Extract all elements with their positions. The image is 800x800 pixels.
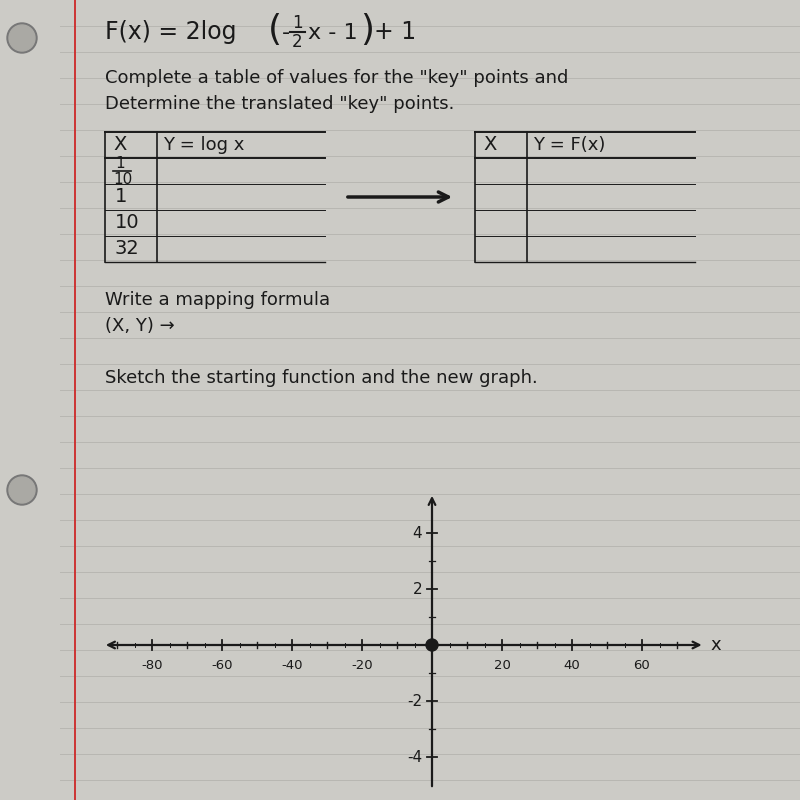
Text: -4: -4 <box>407 750 422 765</box>
Text: X: X <box>483 135 496 154</box>
Text: Y = log x: Y = log x <box>163 136 244 154</box>
Text: 1: 1 <box>115 187 127 206</box>
Text: (X, Y) →: (X, Y) → <box>105 317 174 335</box>
Text: -80: -80 <box>142 659 162 672</box>
Text: Sketch the starting function and the new graph.: Sketch the starting function and the new… <box>105 369 538 387</box>
Text: x - 1: x - 1 <box>308 23 358 43</box>
Text: 40: 40 <box>564 659 580 672</box>
Text: + 1: + 1 <box>374 20 416 44</box>
Text: Write a mapping formula: Write a mapping formula <box>105 291 330 309</box>
Circle shape <box>9 477 35 503</box>
Circle shape <box>7 475 37 505</box>
Text: ): ) <box>360 13 374 47</box>
Text: 1: 1 <box>292 14 302 32</box>
Text: Determine the translated "key" points.: Determine the translated "key" points. <box>105 95 454 113</box>
Text: 2: 2 <box>292 33 302 51</box>
Text: 10: 10 <box>113 171 132 186</box>
Text: 20: 20 <box>494 659 510 672</box>
Text: -60: -60 <box>211 659 233 672</box>
Text: -: - <box>282 23 290 43</box>
Circle shape <box>7 23 37 53</box>
Text: (: ( <box>268 13 282 47</box>
Text: x: x <box>710 636 721 654</box>
Text: 10: 10 <box>115 214 140 233</box>
Text: 32: 32 <box>115 239 140 258</box>
Text: -40: -40 <box>282 659 302 672</box>
Text: -2: -2 <box>407 694 422 709</box>
Text: Complete a table of values for the "key" points and: Complete a table of values for the "key"… <box>105 69 568 87</box>
Text: Y = F(x): Y = F(x) <box>533 136 606 154</box>
Circle shape <box>9 25 35 51</box>
Text: 1: 1 <box>115 157 125 171</box>
Text: 60: 60 <box>634 659 650 672</box>
Text: 4: 4 <box>412 526 422 541</box>
Text: -20: -20 <box>351 659 373 672</box>
Text: F(x) = 2log: F(x) = 2log <box>105 20 237 44</box>
Text: X: X <box>113 135 126 154</box>
Circle shape <box>426 639 438 651</box>
Text: 2: 2 <box>412 582 422 597</box>
